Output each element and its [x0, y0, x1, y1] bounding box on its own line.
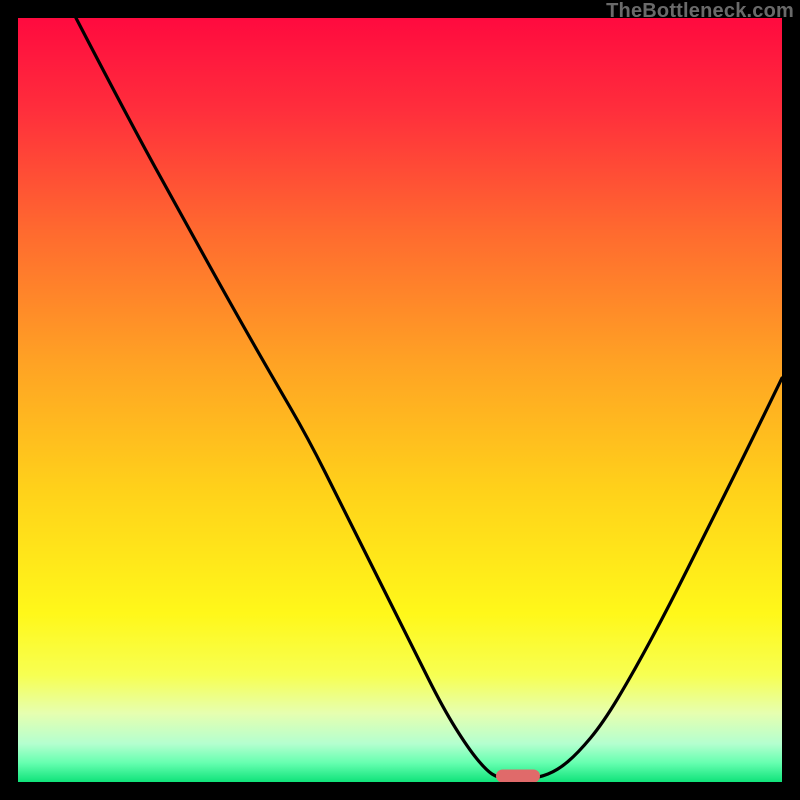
bottleneck-marker	[496, 770, 540, 783]
watermark-text: TheBottleneck.com	[606, 0, 794, 23]
chart-plot-area	[18, 18, 782, 782]
chart-svg	[18, 18, 782, 782]
chart-frame: TheBottleneck.com	[0, 0, 800, 800]
chart-background	[18, 18, 782, 782]
